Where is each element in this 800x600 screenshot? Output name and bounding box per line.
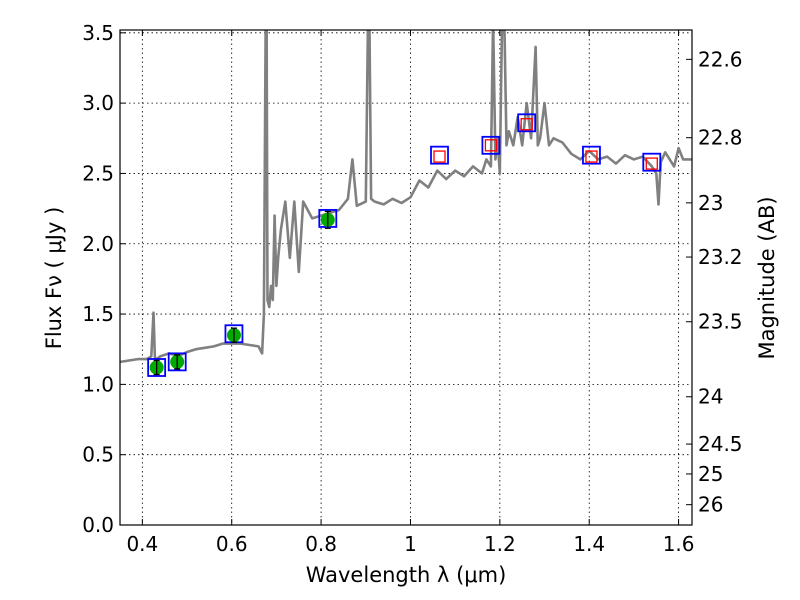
model-point (642, 152, 662, 172)
y-tick-label: 2.0 (82, 232, 114, 256)
spectrum-line (120, 30, 692, 364)
model-point (167, 352, 187, 372)
y-tick-label: 0.5 (82, 443, 114, 467)
magnitude-tick-label: 24.5 (698, 432, 743, 456)
plot-frame (119, 29, 693, 526)
model-point (147, 358, 167, 377)
y-tick-label: 3.0 (82, 91, 114, 115)
model-point (582, 145, 601, 165)
magnitude-tick-label: 25 (698, 462, 723, 486)
model-point (517, 113, 537, 133)
magnitude-tick-label: 23.2 (698, 245, 743, 269)
observed-limit-point (520, 118, 533, 131)
magnitude-tick-label: 22.6 (698, 47, 743, 71)
observed-limit-point (585, 150, 598, 163)
magnitude-tick-label: 23.5 (698, 310, 743, 334)
y-tick-label: 2.5 (82, 161, 114, 185)
observed-limit-point (433, 150, 446, 163)
x-tick-label: 1.6 (663, 532, 695, 556)
data-layer (120, 30, 692, 377)
y-tick-label: 1.0 (82, 372, 114, 396)
magnitude-tick-label: 23 (698, 191, 723, 215)
ticks: 0.4 0.6 0.8 1 1.2 1.4 1.6 0.0 0.5 1.0 1.5 2.0 2.5 3.0… (82, 21, 742, 556)
x-tick-label: 0.4 (126, 532, 158, 556)
y-tick-label: 3.5 (82, 21, 114, 45)
model-point (481, 135, 501, 155)
magnitude-tick-label: 26 (698, 493, 723, 517)
observed-point (170, 354, 185, 370)
observed-limit-point (645, 157, 658, 170)
y-tick-label: 1.5 (82, 302, 114, 326)
y-tick-label: 0.0 (82, 513, 114, 537)
right-axis-label: Magnitude (AB) (755, 196, 779, 359)
x-tick-label: 0.8 (305, 532, 337, 556)
observed-point (149, 359, 164, 376)
y-axis-label: Flux Fν ( μJy ) (42, 207, 66, 350)
model-point (430, 145, 449, 165)
observed-point (320, 210, 335, 229)
magnitude-tick-label: 24 (698, 385, 723, 409)
x-tick-label: 0.6 (216, 532, 248, 556)
grid (120, 30, 692, 526)
x-tick-label: 1.2 (484, 532, 516, 556)
x-tick-label: 1 (404, 532, 417, 556)
magnitude-tick-label: 22.8 (698, 126, 743, 150)
observed-limit-point (484, 139, 498, 152)
observed-point (226, 327, 241, 343)
x-axis-label: Wavelength λ (μm) (306, 563, 507, 587)
x-tick-label: 1.4 (573, 532, 605, 556)
